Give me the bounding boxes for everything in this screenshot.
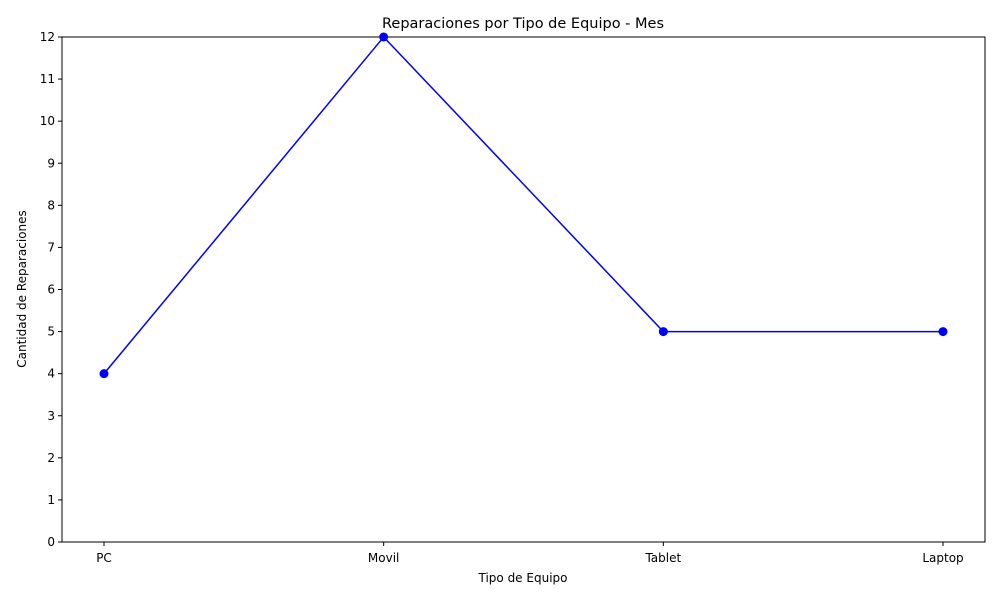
y-tick-label: 5 — [47, 325, 55, 339]
series-layer — [99, 32, 948, 379]
y-tick-label: 2 — [47, 451, 55, 465]
y-tick-label: 1 — [47, 493, 55, 507]
y-tick-label: 9 — [47, 156, 55, 170]
data-point-marker — [658, 327, 668, 337]
x-axis: PC Movil Tablet Laptop — [96, 542, 964, 565]
y-tick-label: 7 — [47, 240, 55, 254]
plot-frame — [61, 36, 986, 543]
x-axis-label: Tipo de Equipo — [478, 571, 568, 585]
y-tick-label: 0 — [47, 535, 55, 549]
series-line — [103, 36, 943, 375]
x-tick-label: Movil — [368, 551, 399, 565]
data-point-marker — [99, 369, 109, 379]
y-tick-label: 6 — [47, 283, 55, 297]
y-tick-label: 11 — [40, 72, 55, 86]
y-tick-label: 12 — [40, 30, 55, 44]
y-tick-label: 10 — [40, 114, 55, 128]
y-tick-label: 3 — [47, 409, 55, 423]
y-tick-label: 8 — [47, 198, 55, 212]
x-tick-label: Laptop — [922, 551, 963, 565]
data-point-marker — [938, 327, 948, 337]
y-axis-label: Cantidad de Reparaciones — [15, 210, 29, 368]
chart-title: Reparaciones por Tipo de Equipo - Mes — [382, 16, 664, 32]
x-tick-label: PC — [96, 551, 112, 565]
y-tick-label: 4 — [47, 367, 55, 381]
x-tick-label: Tablet — [644, 551, 681, 565]
data-point-marker — [379, 32, 389, 42]
plot-border — [61, 36, 986, 543]
